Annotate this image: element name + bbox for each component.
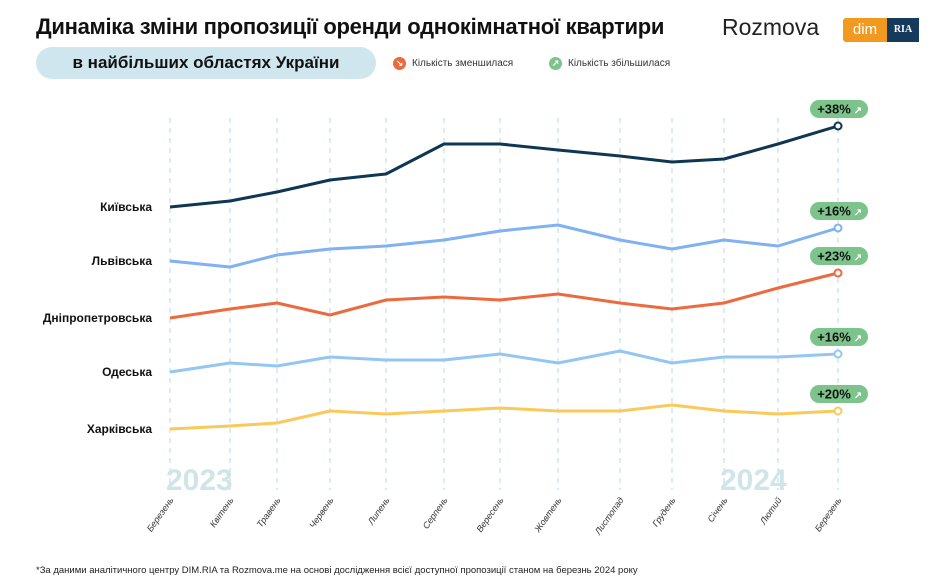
- x-tick-label: Березень: [145, 495, 176, 533]
- x-tick-label: Квітень: [208, 495, 236, 529]
- page-title: Динаміка зміни пропозиції оренди однокім…: [36, 14, 665, 39]
- x-tick-label: Травень: [255, 495, 283, 529]
- end-point: [833, 349, 843, 359]
- legend-label: Кількість збільшилася: [568, 58, 671, 69]
- dim-logo: dim: [843, 18, 887, 42]
- x-tick-label: Лютий: [757, 495, 783, 527]
- x-tick-label: Жовтень: [532, 495, 564, 535]
- series-line: [169, 349, 839, 374]
- series-label: Одеська: [102, 365, 152, 379]
- series-label: Львівська: [92, 254, 153, 268]
- x-tick-label: Вересень: [474, 495, 505, 534]
- change-badge-label: +23%: [817, 249, 851, 264]
- footnote: *За даними аналітичного центру DIM.RIA т…: [36, 565, 638, 576]
- x-tick-label: Липень: [365, 495, 392, 527]
- arrow-up-right-icon: ↗: [854, 208, 862, 219]
- change-badge: [810, 328, 868, 346]
- subtitle: в найбільших областях України: [36, 47, 376, 79]
- x-tick-label: Березень: [813, 495, 844, 533]
- legend-label: Кількість зменшилася: [412, 58, 514, 69]
- change-badge-label: +16%: [817, 204, 851, 219]
- year-label: 2024: [720, 464, 787, 497]
- end-point: [833, 406, 843, 416]
- x-tick-label: Червень: [307, 495, 336, 530]
- series-label: Дніпропетровська: [43, 311, 152, 325]
- series-label: Київська: [100, 200, 152, 214]
- arrow-up-right-icon: ↗: [854, 106, 862, 117]
- change-badge-label: +38%: [817, 102, 851, 117]
- series-line: [169, 124, 839, 209]
- arrow-up-right-icon: ↗: [549, 57, 562, 70]
- end-point: [833, 223, 843, 233]
- x-tick-label: Серпень: [421, 495, 450, 531]
- arrow-down-right-icon: ↘: [393, 57, 406, 70]
- legend-decreased: ↘ Кількість зменшилася: [393, 57, 513, 70]
- change-badge: [810, 100, 868, 118]
- end-point: [833, 268, 843, 278]
- arrow-up-right-icon: ↗: [854, 334, 862, 345]
- x-tick-label: Січень: [705, 495, 729, 524]
- line-chart: 2023 2024 Березень Квітень Травень Червень Лип…: [43, 100, 868, 537]
- year-label: 2023: [166, 464, 233, 497]
- x-tick-label: Листопад: [592, 495, 625, 537]
- arrow-up-right-icon: ↗: [854, 391, 862, 402]
- change-badge: [810, 202, 868, 220]
- rozmova-logo: Rozmova: [722, 14, 820, 40]
- series-line: [169, 271, 839, 320]
- change-badge-label: +20%: [817, 387, 851, 402]
- ria-logo: RIA: [887, 18, 919, 42]
- end-point: [833, 121, 843, 131]
- x-tick-label: Грудень: [650, 495, 677, 528]
- change-badge-label: +16%: [817, 330, 851, 345]
- series-label: Харківська: [87, 422, 152, 436]
- arrow-up-right-icon: ↗: [854, 253, 862, 264]
- series-line: [169, 403, 839, 431]
- series-line: [169, 223, 839, 269]
- change-badge: [810, 247, 868, 265]
- change-badge: [810, 385, 868, 403]
- legend-increased: ↗ Кількість збільшилася: [549, 57, 670, 70]
